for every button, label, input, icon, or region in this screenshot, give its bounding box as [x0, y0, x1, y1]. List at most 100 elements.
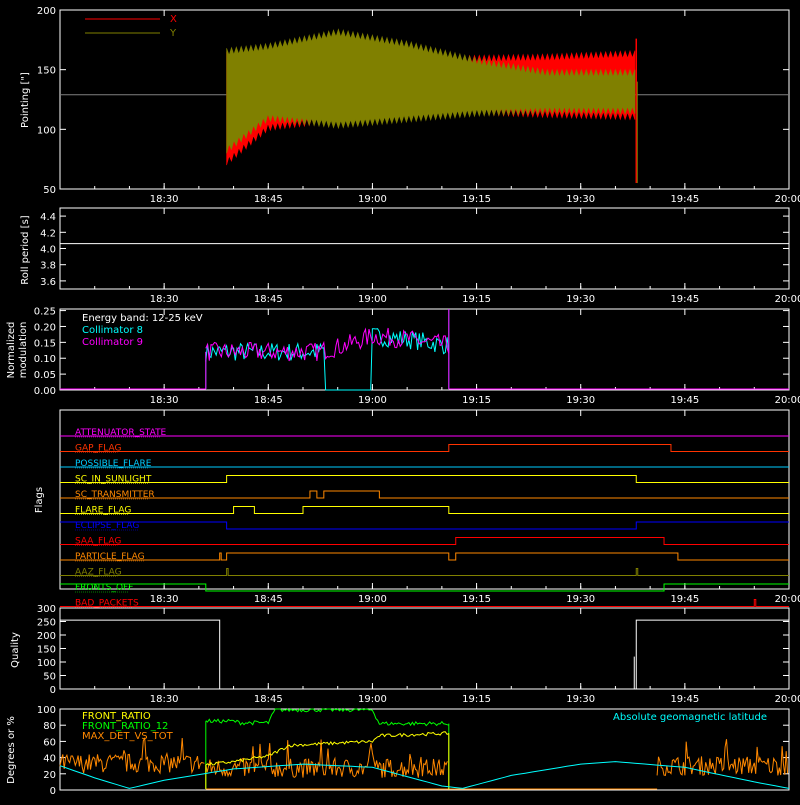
- y-tick-label: 3.8: [40, 261, 56, 272]
- pointing-y-series: [226, 28, 636, 154]
- flags-frame: [59, 409, 790, 590]
- legend-x-label: X: [170, 14, 177, 25]
- max-det-vs-tot-series: [59, 737, 205, 775]
- x-tick-label: 19:30: [566, 594, 595, 605]
- x-tick-label: 19:30: [566, 694, 595, 705]
- flag-trace: [60, 506, 789, 514]
- flag-label: BAD_PACKETS: [75, 599, 139, 609]
- flag-trace: [60, 583, 789, 592]
- quality-x-ticks: 18:30 18:45 19:00 19:15 19:30 19:45 20:00: [59, 608, 800, 705]
- pointing-plot-area: [60, 28, 789, 184]
- legend-max-det-vs-tot: MAX_DET_VS_TOT: [82, 731, 174, 742]
- legend-front-ratio-12: FRONT_RATIO_12: [82, 721, 168, 732]
- pointing-y-label: Pointing ["]: [20, 72, 31, 128]
- degrees-y-label: Degrees or %: [6, 716, 17, 784]
- legend-front-ratio: FRONT_RATIO: [82, 711, 151, 722]
- flag-trace: [60, 521, 789, 530]
- x-tick-label: 19:45: [670, 294, 699, 305]
- x-tick-label: 19:15: [462, 594, 491, 605]
- x-tick-label: 19:00: [358, 594, 387, 605]
- pointing-frame: [59, 9, 790, 190]
- roll-y-ticks: 3.6 3.8 4.0 4.2 4.4: [40, 212, 789, 288]
- y-tick-label: 0.15: [34, 338, 56, 349]
- x-tick-label: 20:00: [775, 395, 800, 406]
- modulation-y-label-2: modulation: [18, 322, 29, 379]
- y-tick-label: 100: [37, 658, 56, 669]
- y-tick-label: 50: [43, 672, 56, 683]
- y-tick-label: 100: [37, 705, 56, 716]
- x-tick-label: 18:30: [150, 694, 179, 705]
- x-tick-label: 18:45: [254, 194, 283, 205]
- y-tick-label: 100: [37, 125, 56, 136]
- collimator-9-series: [205, 327, 450, 362]
- y-tick-label: 0.00: [34, 386, 56, 397]
- y-tick-label: 250: [37, 618, 56, 629]
- y-tick-label: 60: [43, 737, 56, 748]
- flag-trace: [60, 552, 789, 561]
- modulation-frame: [59, 308, 790, 391]
- y-tick-label: 40: [43, 754, 56, 765]
- y-tick-label: 300: [37, 604, 56, 615]
- x-tick-label: 19:15: [462, 294, 491, 305]
- y-tick-label: 150: [37, 66, 56, 77]
- y-tick-label: 150: [37, 645, 56, 656]
- flag-trace: [60, 444, 789, 452]
- roll-x-ticks: 18:30 18:45 19:00 19:15 19:30 19:45 20:00: [59, 208, 800, 305]
- flag-trace: [60, 537, 789, 545]
- y-tick-label: 200: [37, 631, 56, 642]
- flags-x-ticks: 18:30 18:45 19:00 19:15 19:30 19:45 20:00: [59, 410, 800, 605]
- x-tick-label: 18:45: [254, 395, 283, 406]
- flags-y-label: Flags: [34, 487, 45, 513]
- y-tick-label: 20: [43, 770, 56, 781]
- degrees-y-ticks: 0 20 40 60 80 100: [37, 705, 789, 797]
- flag-label: SC_TRANSMITTER: [75, 490, 155, 500]
- degrees-frame: [59, 708, 790, 791]
- y-tick-label: 0: [50, 685, 56, 696]
- y-tick-label: 50: [43, 185, 56, 196]
- y-tick-label: 0: [50, 786, 56, 797]
- pointing-x-ticks: 18:30 18:45 19:00 19:15 19:30 19:45 20:00: [59, 10, 800, 205]
- flag-label: AAZ_FLAG: [75, 568, 122, 578]
- energy-band-annotation: Energy band: 12-25 keV: [82, 313, 203, 324]
- flag-label: ATTENUATOR_STATE: [75, 428, 167, 438]
- x-tick-label: 20:00: [775, 694, 800, 705]
- x-tick-label: 19:00: [358, 395, 387, 406]
- flag-trace: [60, 599, 789, 607]
- y-tick-label: 80: [43, 721, 56, 732]
- x-tick-label: 18:30: [150, 395, 179, 406]
- flag-label: ECLIPSE_FLAG: [75, 521, 139, 531]
- x-tick-label: 18:30: [150, 294, 179, 305]
- quality-plot-area: [60, 619, 789, 690]
- x-tick-label: 19:15: [462, 395, 491, 406]
- x-tick-label: 19:15: [462, 694, 491, 705]
- collimator-8-series: [205, 328, 450, 391]
- pointing-panel: 50 100 150 200 18:30 18:45 19:00 19:15 19:30 19:…: [20, 6, 800, 205]
- geomagnetic-latitude-series: [59, 761, 790, 789]
- x-tick-label: 19:45: [670, 694, 699, 705]
- x-tick-label: 20:00: [775, 194, 800, 205]
- flags-panel: 18:30 18:45 19:00 19:15 19:30 19:45 20:00 ATTE…: [34, 409, 800, 609]
- x-tick-label: 19:00: [358, 294, 387, 305]
- flag-label: GAP_FLAG: [75, 444, 121, 454]
- x-tick-label: 18:30: [150, 194, 179, 205]
- pointing-y-ticks: 50 100 150 200: [37, 6, 789, 196]
- flag-trace: [60, 490, 789, 499]
- x-tick-label: 20:00: [775, 594, 800, 605]
- x-tick-label: 18:45: [254, 694, 283, 705]
- flag-trace: [60, 475, 789, 483]
- y-tick-label: 200: [37, 6, 56, 17]
- y-tick-label: 0.25: [34, 307, 56, 318]
- flag-label: SAA_FLAG: [75, 537, 121, 547]
- front-ratio-12-series: [205, 708, 449, 727]
- modulation-y-ticks: 0.00 0.05 0.10 0.15 0.20 0.25: [34, 307, 789, 397]
- x-tick-label: 19:45: [670, 395, 699, 406]
- modulation-plot-area: [60, 309, 789, 391]
- roll-period-panel: 3.6 3.8 4.0 4.2 4.4 18:30 18:45 19:00 19:15 19:3…: [20, 207, 800, 305]
- flags-plot-area: ATTENUATOR_STATE GAP_FLAG POSSIBLE_FLARE SC…: [60, 428, 789, 609]
- quality-y-ticks: 0 50 100 150 200 250 300: [37, 604, 789, 696]
- modulation-y-label-1: Normalized: [6, 322, 17, 379]
- x-tick-label: 19:00: [358, 194, 387, 205]
- flag-label: SC_IN_SUNLIGHT: [75, 475, 152, 485]
- legend-collimator-9: Collimator 9: [82, 337, 143, 348]
- y-tick-label: 0.20: [34, 322, 56, 333]
